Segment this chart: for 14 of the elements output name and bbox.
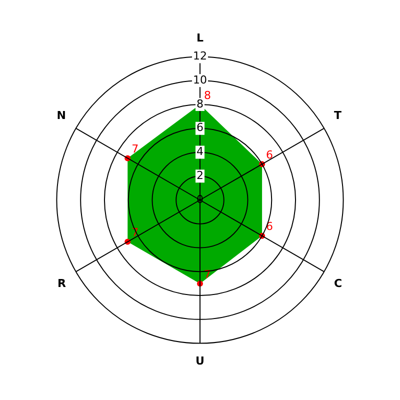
spoke-label: T <box>334 108 342 122</box>
data-label: 6 <box>266 148 274 162</box>
spoke-label: C <box>334 276 342 290</box>
y-tick-label: 8 <box>196 97 204 110</box>
spoke-label: R <box>57 276 66 290</box>
spoke-label: N <box>56 108 66 122</box>
data-label: 7 <box>132 142 139 156</box>
y-tick-label: 6 <box>196 121 204 134</box>
y-tick-label: 2 <box>196 168 204 182</box>
spoke-label: U <box>196 354 204 368</box>
y-tick-label: 12 <box>193 50 207 63</box>
spoke-label: L <box>196 31 204 44</box>
y-tick-label: 10 <box>193 73 207 86</box>
y-tick-label: 4 <box>196 145 204 158</box>
